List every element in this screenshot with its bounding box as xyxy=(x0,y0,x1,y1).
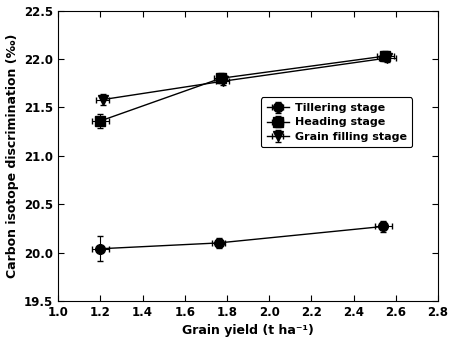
Y-axis label: Carbon isotope discrimination (‰): Carbon isotope discrimination (‰) xyxy=(5,34,19,278)
X-axis label: Grain yield (t ha⁻¹): Grain yield (t ha⁻¹) xyxy=(182,324,314,338)
Legend: Tillering stage, Heading stage, Grain filling stage: Tillering stage, Heading stage, Grain fi… xyxy=(261,97,412,147)
